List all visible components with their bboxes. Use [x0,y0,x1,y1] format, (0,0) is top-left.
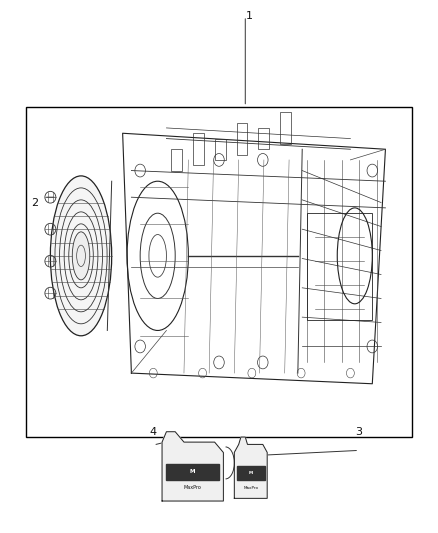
Bar [307,213,372,320]
Ellipse shape [72,232,90,280]
Bar [280,112,291,144]
Bar [171,149,182,171]
Text: 2: 2 [32,198,39,207]
Polygon shape [166,464,219,480]
Bar [26,107,412,437]
Text: M: M [249,471,253,475]
Polygon shape [162,432,223,501]
Text: 3: 3 [356,427,363,437]
Ellipse shape [50,176,112,336]
Text: MaxPro: MaxPro [243,486,258,490]
Polygon shape [237,466,265,480]
Text: 4: 4 [150,427,157,437]
Bar [215,139,226,160]
Bar [237,123,247,155]
Text: 1: 1 [246,11,253,21]
Text: M: M [190,469,195,474]
Bar [193,133,204,165]
Polygon shape [234,437,267,498]
Bar [258,128,269,149]
Text: MaxPro: MaxPro [184,485,201,490]
